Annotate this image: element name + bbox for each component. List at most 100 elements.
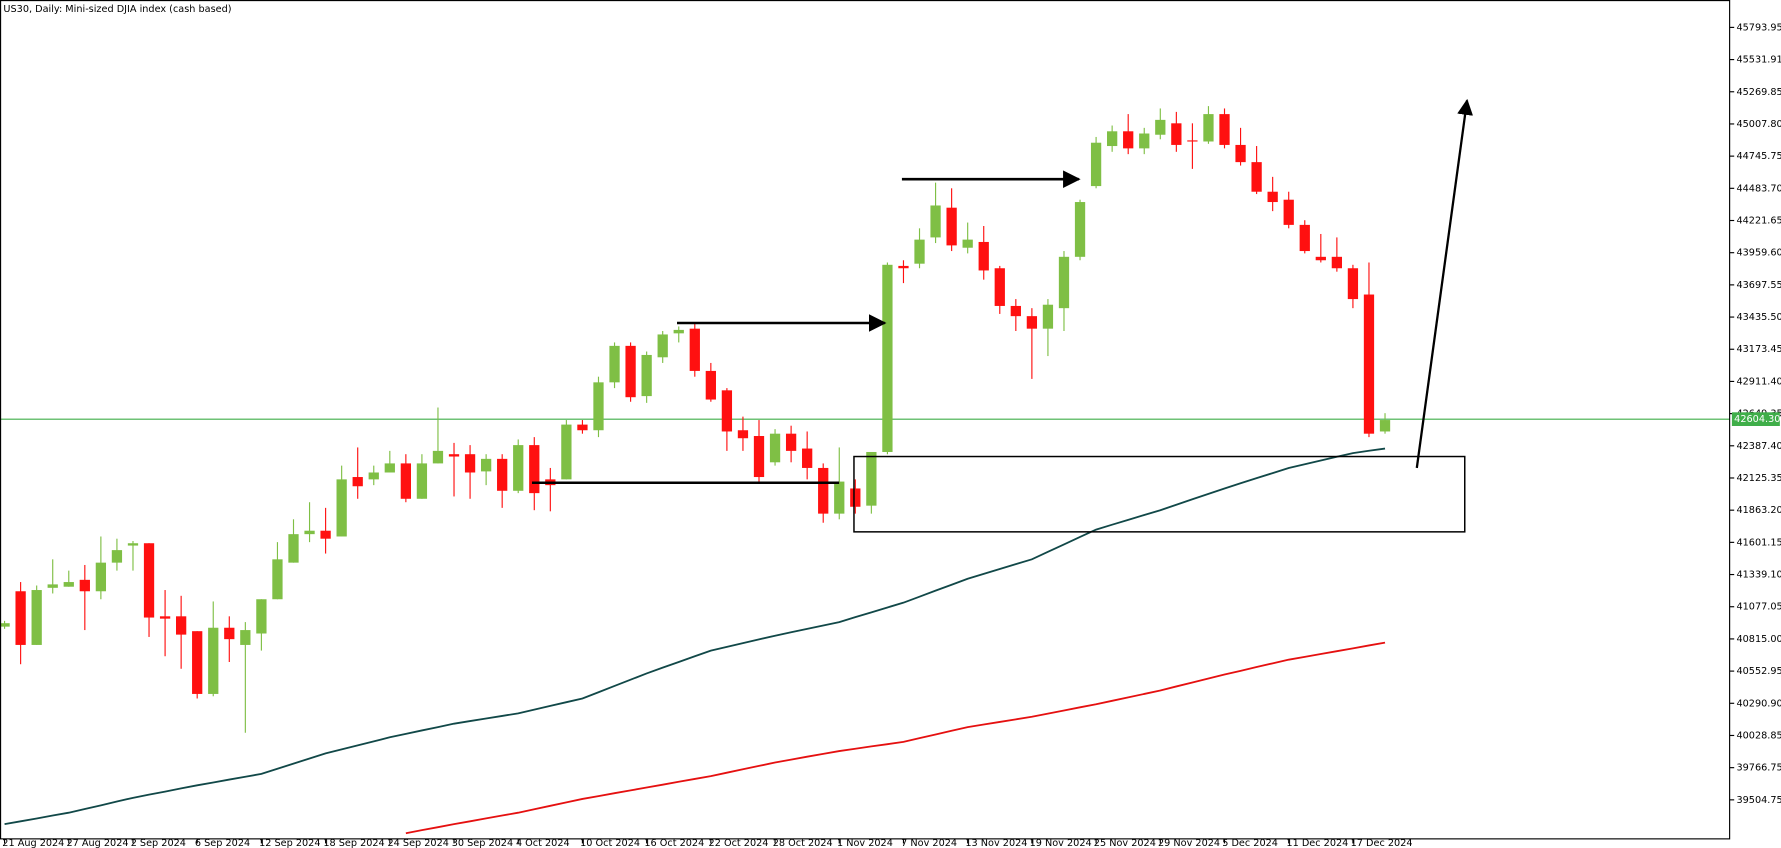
x-tick-label: 22 Oct 2024	[709, 838, 769, 848]
candle-body	[721, 390, 733, 432]
y-tick-label: 42125.35	[1736, 473, 1781, 484]
y-tick-label: 40815.00	[1736, 634, 1781, 645]
candle-body	[208, 627, 219, 694]
candle-body	[1090, 142, 1102, 187]
candle-body	[1058, 256, 1070, 309]
candle-body	[834, 481, 845, 514]
x-tick-label: 4 Oct 2024	[516, 838, 570, 848]
candle-body	[352, 477, 363, 487]
x-tick-label: 5 Dec 2024	[1222, 838, 1278, 848]
moving-average	[405, 641, 1386, 835]
candle-body	[224, 627, 235, 640]
candle-body	[946, 207, 957, 246]
last-price-label: 42604.30	[1734, 414, 1780, 425]
candle-body	[994, 268, 1005, 306]
candle-body	[866, 451, 877, 506]
candle-body	[593, 382, 604, 431]
candle-body	[416, 463, 428, 499]
annotations	[532, 98, 1474, 533]
candle-body	[1331, 256, 1343, 269]
x-tick-label: 2 Sep 2024	[131, 838, 186, 848]
candle-body	[802, 448, 813, 468]
candle-body	[1026, 316, 1038, 329]
candle-body	[304, 530, 315, 535]
candle-body	[320, 530, 331, 539]
y-tick-label: 39766.75	[1736, 763, 1781, 774]
candle-body	[1155, 119, 1166, 135]
candle-body	[464, 454, 476, 473]
candle-body	[1042, 304, 1054, 329]
x-tick-label: 28 Oct 2024	[773, 838, 833, 848]
plot-frame	[0, 0, 1731, 840]
candle-body	[689, 328, 700, 371]
candle-body	[529, 445, 540, 494]
candle-body	[1203, 114, 1214, 142]
candle-body	[192, 631, 203, 694]
candle-body	[480, 458, 492, 472]
candle-body	[1235, 144, 1246, 163]
x-tick-label: 1 Nov 2024	[837, 838, 893, 848]
candle-body	[159, 616, 171, 619]
candle-body	[272, 559, 283, 600]
y-tick-label: 44745.75	[1736, 151, 1781, 162]
candle-body	[785, 433, 797, 451]
candle-body	[47, 584, 58, 588]
candle-body	[1283, 199, 1294, 225]
x-tick-label: 12 Sep 2024	[259, 838, 320, 848]
moving-average	[4, 447, 1386, 826]
candle-body	[15, 591, 26, 645]
x-tick-label: 11 Dec 2024	[1286, 838, 1348, 848]
y-tick-label: 42911.40	[1736, 376, 1781, 387]
candle-body	[127, 543, 139, 546]
candle-body	[111, 550, 123, 563]
candle-body	[561, 424, 572, 480]
candle-body	[737, 430, 749, 439]
candle-body	[769, 433, 781, 463]
y-tick-label: 44483.70	[1736, 183, 1781, 194]
x-tick-label: 29 Nov 2024	[1158, 838, 1220, 848]
candle-body	[1363, 294, 1375, 434]
x-tick-label: 30 Sep 2024	[452, 838, 513, 848]
candle-body	[657, 334, 668, 358]
candle-body	[432, 450, 444, 464]
x-tick-label: 7 Nov 2024	[901, 838, 957, 848]
y-tick-label: 39504.75	[1736, 795, 1781, 806]
candle-body	[0, 623, 10, 627]
last-price-box	[1731, 412, 1780, 427]
candle-body	[240, 630, 251, 645]
candle-body	[384, 463, 395, 473]
candle-body	[497, 458, 508, 491]
candle-body	[448, 454, 460, 457]
candle-body	[1219, 114, 1230, 145]
x-tick-label: 27 Aug 2024	[66, 838, 128, 848]
candle-body	[1251, 162, 1262, 192]
x-tick-label: 19 Nov 2024	[1030, 838, 1092, 848]
candle-body	[1315, 256, 1326, 261]
candle-body	[962, 239, 973, 248]
candle-body	[288, 534, 299, 563]
candle-body	[1171, 123, 1182, 145]
plot-layer	[0, 106, 1730, 835]
candle-body	[1187, 140, 1198, 142]
y-tick-label: 43435.50	[1736, 312, 1781, 323]
y-tick-label: 41339.10	[1736, 570, 1781, 581]
candle-body	[31, 590, 42, 645]
candle-body	[79, 579, 90, 592]
y-tick-label: 43959.60	[1736, 248, 1781, 259]
candle-body	[818, 467, 829, 514]
y-tick-label: 45793.95	[1736, 22, 1781, 33]
candle-body	[1074, 202, 1086, 257]
candle-body	[930, 205, 941, 238]
x-tick-label: 18 Sep 2024	[323, 838, 384, 848]
arrow	[1415, 98, 1474, 469]
y-tick-label: 41863.20	[1736, 505, 1781, 516]
chart-title: US30, Daily: Mini-sized DJIA index (cash…	[3, 4, 231, 15]
y-tick-label: 43173.45	[1736, 344, 1781, 355]
y-tick-label: 40552.95	[1736, 666, 1781, 677]
candle-body	[673, 329, 684, 334]
x-tick-label: 6 Sep 2024	[195, 838, 250, 848]
candle-body	[336, 479, 347, 537]
x-tick-label: 25 Nov 2024	[1094, 838, 1156, 848]
demand-zone	[853, 455, 1466, 533]
